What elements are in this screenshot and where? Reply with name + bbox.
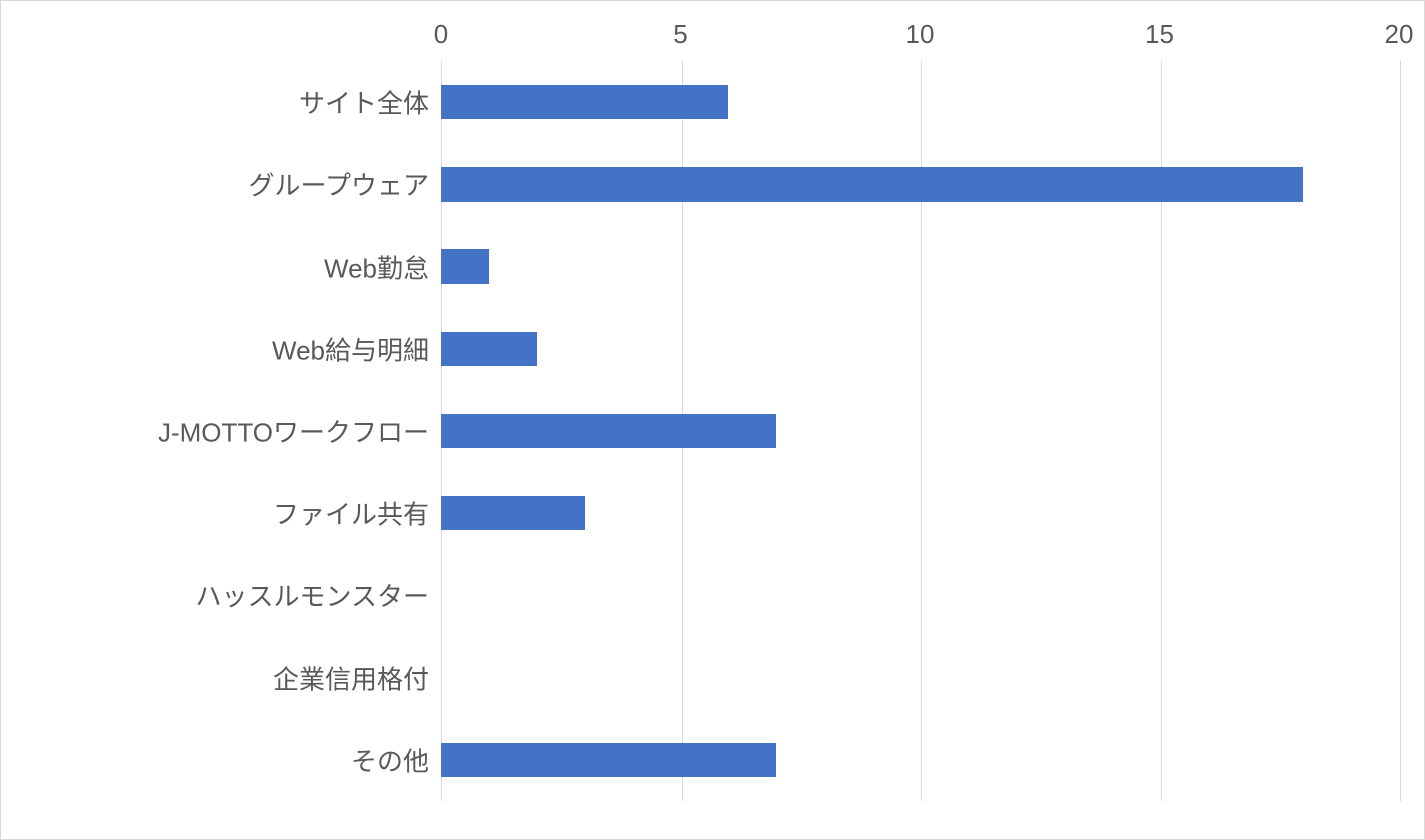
category-label: サイト全体 — [299, 84, 441, 121]
x-tick-label: 10 — [906, 19, 935, 50]
category-label: ファイル共有 — [273, 495, 441, 532]
horizontal-bar-chart: 0 5 10 15 20 サイト全体グループウェア Web勤怠 Web給与明細 J-MOTTO… — [0, 0, 1425, 840]
category-label: グループウェア — [249, 166, 441, 203]
category-label: Web給与明細 — [272, 330, 441, 367]
category-label: Web勤怠 — [324, 248, 441, 285]
bar — [441, 332, 537, 367]
bar — [441, 743, 776, 778]
category-label: J-MOTTOワークフロー — [158, 413, 441, 450]
x-axis: 0 5 10 15 20 — [1, 1, 1424, 61]
gridline — [1400, 61, 1401, 801]
x-tick-label: 20 — [1385, 19, 1414, 50]
bar — [441, 85, 728, 120]
x-tick-label: 15 — [1145, 19, 1174, 50]
category-label: 企業信用格付 — [273, 659, 441, 696]
bar — [441, 414, 776, 449]
category-label: ハッスルモンスター — [196, 577, 441, 614]
bars-layer — [441, 61, 1399, 801]
x-tick-label: 5 — [673, 19, 687, 50]
bar — [441, 496, 585, 531]
y-axis-labels: サイト全体グループウェア Web勤怠 Web給与明細 J-MOTTOワークフローファイ… — [1, 61, 441, 801]
x-tick-label: 0 — [434, 19, 448, 50]
category-label: その他 — [351, 741, 441, 778]
bar — [441, 249, 489, 284]
bar — [441, 167, 1303, 202]
